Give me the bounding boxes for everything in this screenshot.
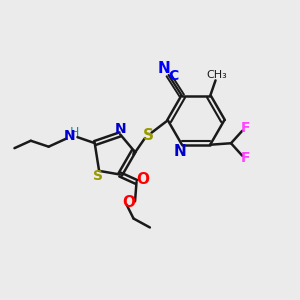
Text: N: N xyxy=(64,129,76,143)
Text: O: O xyxy=(123,195,136,210)
Text: O: O xyxy=(136,172,150,187)
Text: N: N xyxy=(158,61,170,76)
Text: C: C xyxy=(168,69,178,82)
Text: CH₃: CH₃ xyxy=(207,70,227,80)
Text: N: N xyxy=(174,144,187,159)
Text: S: S xyxy=(93,169,103,183)
Text: H: H xyxy=(70,126,80,139)
Text: F: F xyxy=(241,122,250,135)
Text: N: N xyxy=(115,122,127,136)
Text: S: S xyxy=(143,128,154,142)
Text: F: F xyxy=(241,151,250,165)
